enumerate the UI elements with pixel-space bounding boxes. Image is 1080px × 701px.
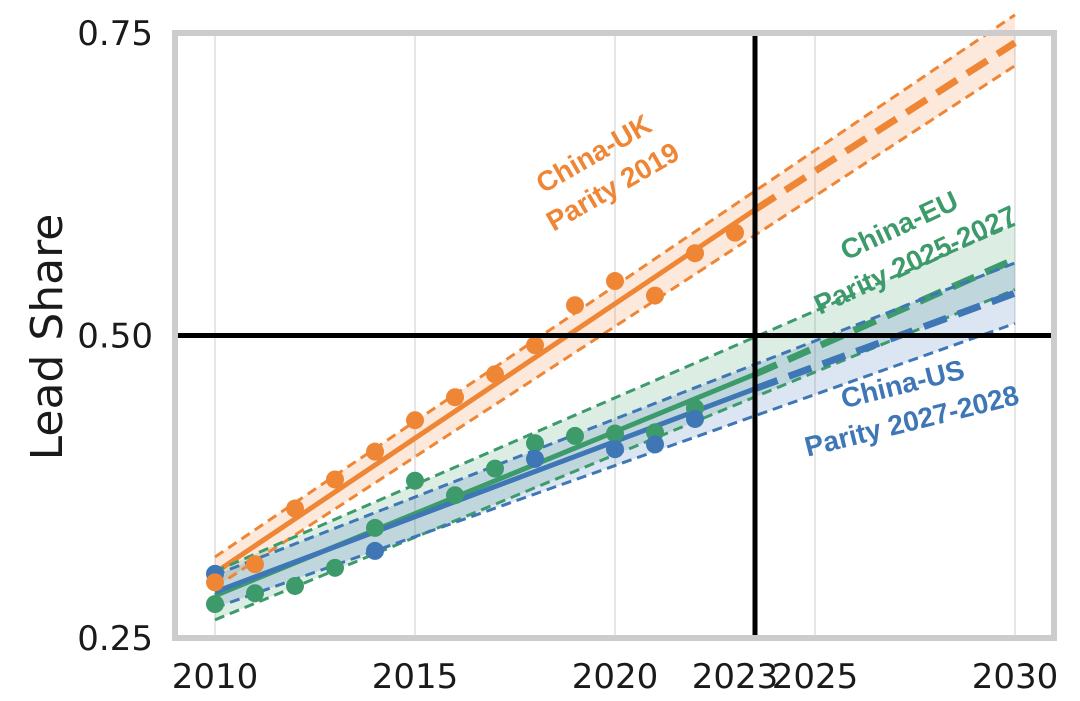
point-us-2022: [686, 409, 704, 428]
point-eu-2019: [566, 426, 584, 445]
point-eu-2013: [326, 558, 344, 577]
point-eu-2012: [286, 576, 304, 595]
x-tick-2025: 2025: [772, 657, 859, 697]
fit-line-us: [214, 386, 756, 595]
point-eu-2017: [486, 459, 504, 478]
point-us-2014: [366, 541, 384, 560]
point-us-2021: [646, 435, 664, 454]
point-eu-2016: [446, 486, 464, 505]
y-tick-0.25: 0.25: [77, 619, 153, 659]
fit-line-uk: [213, 207, 757, 575]
point-eu-2011: [246, 584, 264, 603]
data-points: [206, 223, 744, 614]
point-uk-2017: [486, 365, 504, 384]
y-axis-label: Lead Share: [22, 214, 73, 461]
band-upper-eu: [214, 222, 1016, 573]
point-us-2020: [606, 440, 624, 459]
x-tick-2010: 2010: [172, 657, 259, 697]
point-uk-2021: [646, 286, 664, 305]
x-tick-2030: 2030: [972, 657, 1059, 697]
y-tick-0.50: 0.50: [77, 317, 153, 357]
point-uk-2011: [246, 555, 264, 574]
point-eu-2018: [526, 434, 544, 453]
x-tick-2023: 2023: [692, 657, 779, 697]
point-uk-2019: [566, 296, 584, 315]
point-uk-2022: [686, 244, 704, 263]
projection-line-uk: [753, 39, 1017, 213]
point-us-2018: [526, 449, 544, 468]
point-uk-2013: [326, 470, 344, 489]
x-tick-2020: 2020: [572, 657, 659, 697]
point-uk-2010: [206, 573, 224, 592]
point-uk-2020: [606, 272, 624, 291]
reference-lines: [175, 33, 1054, 638]
projection-line-eu: [753, 256, 1017, 378]
band-eu: [215, 224, 1015, 620]
point-eu-2014: [366, 518, 384, 537]
frame: [172, 30, 1057, 641]
point-eu-2010: [206, 595, 224, 614]
point-uk-2018: [526, 336, 544, 355]
point-uk-2012: [286, 499, 304, 518]
point-eu-2015: [406, 471, 424, 490]
point-eu-2020: [606, 424, 624, 443]
point-uk-2014: [366, 442, 384, 461]
plot-frame: [172, 30, 1057, 641]
point-uk-2016: [446, 388, 464, 407]
y-tick-0.75: 0.75: [77, 14, 153, 54]
projection-line-us: [753, 289, 1017, 393]
x-tick-2015: 2015: [372, 657, 459, 697]
point-uk-2023: [726, 223, 744, 242]
point-uk-2015: [406, 411, 424, 430]
band-lower-us: [214, 321, 1016, 610]
